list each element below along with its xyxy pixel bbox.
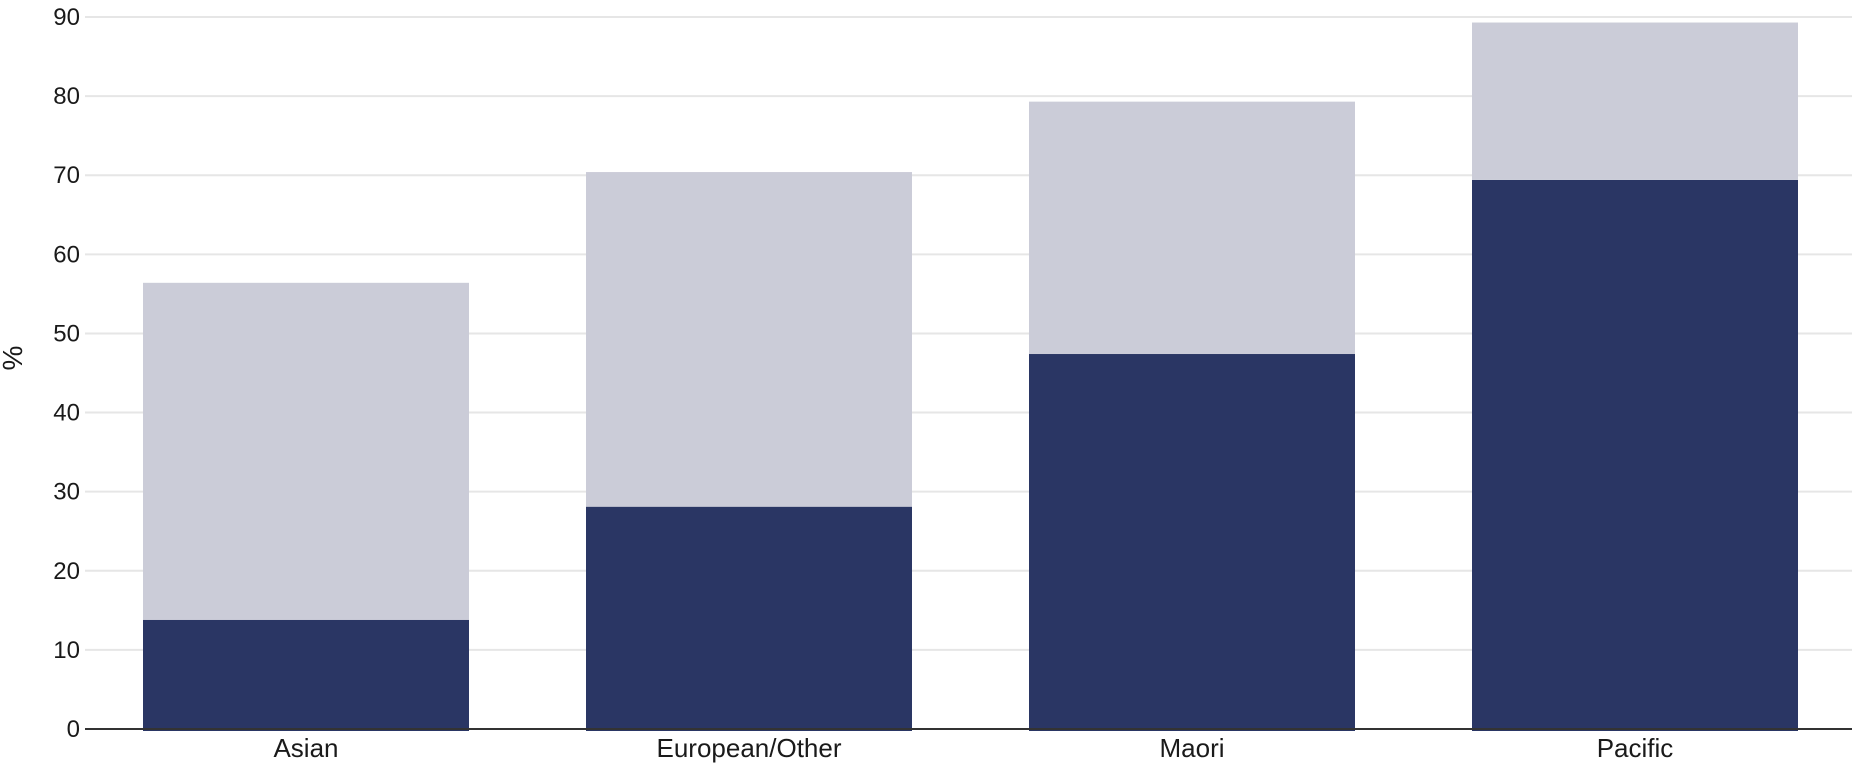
- bar-asian-segment-2: [143, 282, 469, 620]
- y-axis-ticks: 0 10 20 30 40 50 60 70 80 90: [53, 4, 80, 743]
- y-tick-label: 60: [53, 241, 80, 268]
- bar-maori-segment-2: [1029, 101, 1355, 355]
- bar-pacific-segment-1: [1472, 179, 1798, 732]
- y-tick-label: 30: [53, 479, 80, 506]
- y-tick-label: 90: [53, 4, 80, 31]
- bar-european-other-segment-2: [586, 172, 912, 507]
- bar-european-other-segment-1: [586, 506, 912, 731]
- x-axis-labels: Asian European/Other Maori Pacific: [273, 733, 1673, 763]
- x-category-label: European/Other: [656, 733, 841, 763]
- y-tick-label: 50: [53, 320, 80, 347]
- x-category-label: Maori: [1159, 733, 1224, 763]
- y-tick-label: 20: [53, 558, 80, 585]
- bar-pacific-segment-2: [1472, 22, 1798, 180]
- bars: [143, 22, 1798, 732]
- y-axis-title: %: [0, 346, 28, 371]
- x-category-label: Pacific: [1597, 733, 1674, 763]
- y-tick-label: 80: [53, 83, 80, 110]
- y-tick-label: 70: [53, 162, 80, 189]
- bar-asian-segment-1: [143, 619, 469, 731]
- y-tick-label: 40: [53, 400, 80, 427]
- y-tick-label: 0: [67, 716, 80, 743]
- y-tick-label: 10: [53, 637, 80, 664]
- bar-maori-segment-1: [1029, 354, 1355, 731]
- x-category-label: Asian: [273, 733, 338, 763]
